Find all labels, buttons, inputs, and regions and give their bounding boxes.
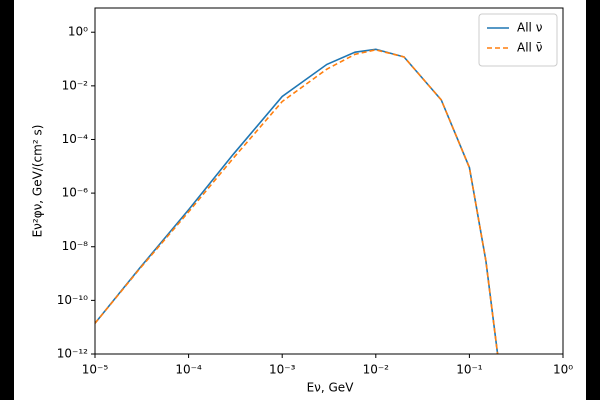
y-tick-label: 10⁻⁴: [62, 132, 89, 146]
y-tick-label: 10⁻²: [62, 78, 89, 92]
x-tick-label: 10⁻¹: [456, 363, 483, 377]
x-tick-label: 10⁻⁵: [82, 363, 109, 377]
y-tick-label: 10⁻⁸: [62, 239, 89, 253]
y-tick-label: 10⁻¹⁰: [57, 293, 88, 307]
plot-area: [95, 48, 499, 354]
x-tick-label: 10⁻²: [363, 363, 390, 377]
y-axis-label: Eν²φν, GeV/(cm² s): [31, 125, 45, 238]
x-tick-label: 10⁻³: [269, 363, 296, 377]
left-border: [0, 0, 14, 400]
legend-box: [478, 13, 558, 67]
x-tick-label: 10⁰: [553, 363, 573, 377]
plot-frame: [94, 7, 564, 355]
x-axis-label: Eν, GeV: [307, 381, 355, 395]
right-border: [586, 0, 600, 400]
legend-label: All ν: [517, 21, 543, 35]
line-series: [95, 48, 499, 354]
x-tick-label: 10⁻⁴: [175, 363, 202, 377]
y-tick-label: 10⁻⁶: [62, 186, 89, 200]
legend-label: All ν̄: [517, 41, 543, 55]
y-tick-label: 10⁰: [68, 25, 88, 39]
y-tick-label: 10⁻¹²: [57, 347, 88, 361]
line-series: [95, 49, 499, 354]
